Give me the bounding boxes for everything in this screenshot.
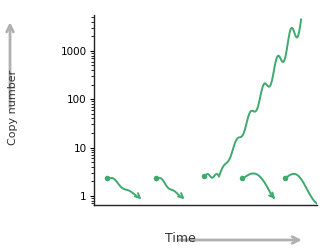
Text: Copy number: Copy number — [8, 70, 18, 145]
Text: Time: Time — [165, 232, 196, 245]
